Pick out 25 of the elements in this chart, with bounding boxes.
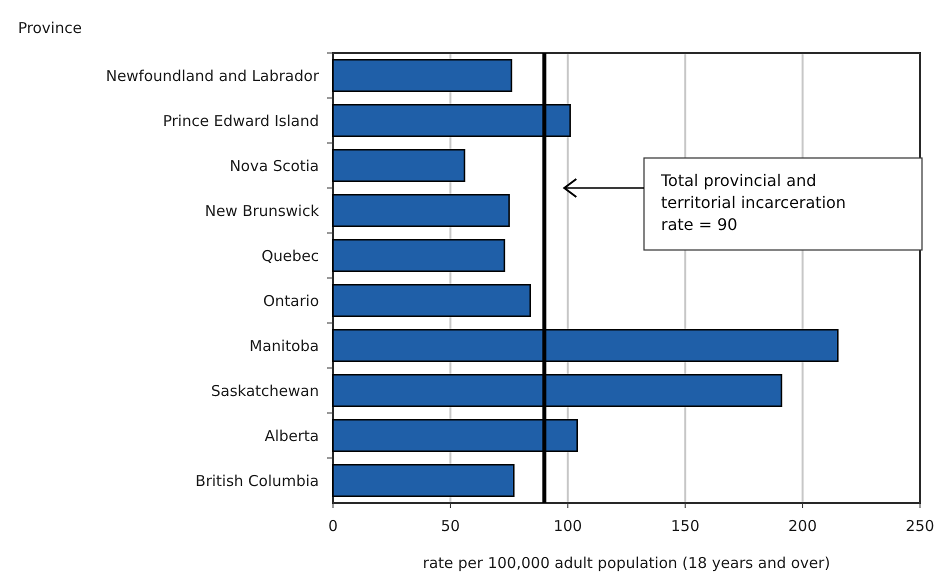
y-tick-label: Nova Scotia — [230, 156, 319, 175]
y-tick-label: British Columbia — [195, 472, 319, 490]
x-tick-label: 150 — [670, 517, 700, 535]
bar — [332, 239, 506, 272]
y-tick-label: Saskatchewan — [211, 382, 319, 400]
y-tick-label: Quebec — [261, 246, 319, 265]
x-axis-title: rate per 100,000 adult population (18 years and over) — [422, 554, 830, 572]
x-tick-label: 200 — [788, 517, 817, 535]
y-tick-label: Ontario — [263, 292, 319, 310]
y-tick-label: Manitoba — [249, 336, 319, 355]
y-tick-label: Newfoundland and Labrador — [106, 66, 320, 85]
bar — [332, 59, 512, 92]
y-tick-label: Alberta — [264, 426, 319, 445]
y-axis-title: Province — [18, 19, 82, 37]
x-tick-label: 250 — [906, 517, 934, 535]
bar — [332, 149, 466, 182]
bar — [332, 284, 531, 317]
x-tick-label: 0 — [328, 517, 338, 535]
y-tick-label: New Brunswick — [204, 202, 320, 220]
x-tick-label: 100 — [553, 517, 582, 535]
bar — [332, 464, 515, 497]
x-tick-label: 50 — [440, 517, 460, 535]
ref-line-label: Total provincial and territorial incarceration rate = 90 — [660, 171, 846, 234]
y-tick-label: Prince Edward Island — [162, 112, 319, 130]
bar — [332, 194, 510, 227]
